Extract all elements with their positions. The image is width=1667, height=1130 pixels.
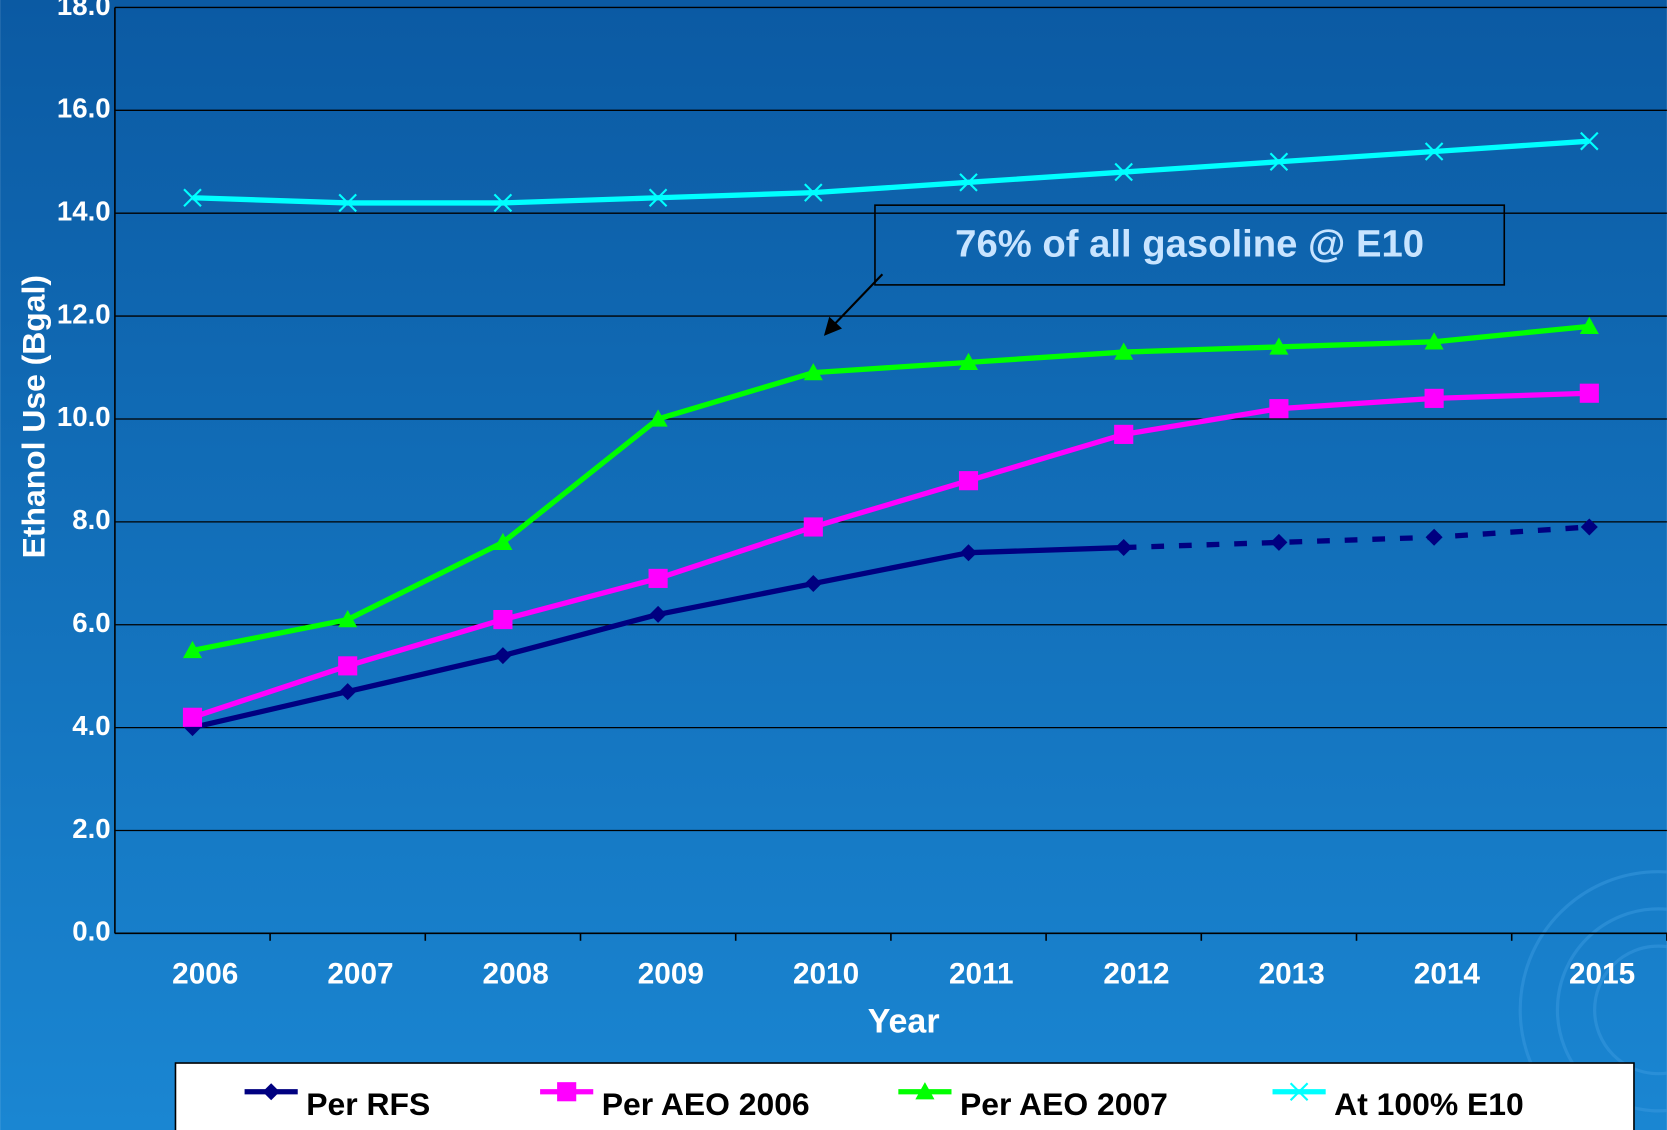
decoration — [1518, 870, 1667, 1130]
marker — [493, 532, 513, 551]
y-tick-label: 10.0 — [57, 401, 111, 432]
y-tick-label: 18.0 — [57, 0, 111, 21]
marker — [1114, 424, 1134, 444]
annotation-arrow — [823, 273, 884, 336]
marker — [804, 183, 823, 202]
y-tick-label: 4.0 — [72, 710, 110, 741]
marker — [182, 707, 203, 727]
series-line — [191, 390, 1590, 720]
legend — [174, 1062, 1635, 1130]
legend-label: At 100% E10 — [1334, 1086, 1524, 1122]
legend-label: Per AEO 2007 — [960, 1086, 1168, 1122]
series-line — [1123, 524, 1590, 551]
y-tick-label: 8.0 — [72, 504, 110, 535]
marker — [338, 193, 357, 213]
marker — [648, 568, 668, 588]
y-tick-label: 12.0 — [57, 298, 111, 329]
x-tick-label: 2006 — [172, 958, 238, 991]
y-axis-label: Ethanol Use (Bgal) — [16, 275, 52, 558]
marker — [959, 173, 978, 192]
marker — [1269, 152, 1289, 172]
marker — [803, 363, 823, 381]
marker — [960, 544, 978, 562]
marker — [958, 471, 979, 491]
legend-label: Per AEO 2006 — [602, 1086, 810, 1122]
y-tick-label: 16.0 — [57, 93, 111, 124]
marker — [649, 605, 667, 623]
marker — [915, 1082, 935, 1100]
x-tick-label: 2015 — [1569, 958, 1635, 991]
marker — [183, 188, 202, 208]
y-tick-label: 2.0 — [72, 813, 110, 844]
marker — [182, 640, 203, 659]
marker — [494, 647, 512, 665]
legend-label: Per RFS — [306, 1086, 430, 1122]
x-tick-label: 2012 — [1103, 958, 1169, 991]
x-tick-label: 2010 — [793, 958, 859, 991]
marker — [1580, 131, 1599, 151]
marker — [1289, 1082, 1309, 1101]
x-tick-label: 2009 — [638, 958, 704, 991]
series-line — [191, 323, 1590, 654]
marker — [557, 1082, 577, 1102]
marker — [1114, 162, 1133, 182]
x-axis-label: Year — [868, 1003, 940, 1041]
marker — [338, 656, 358, 676]
marker — [1425, 528, 1443, 546]
marker — [804, 575, 822, 593]
marker — [1579, 316, 1599, 335]
marker — [338, 609, 358, 628]
marker — [1424, 142, 1444, 161]
marker — [1269, 399, 1289, 419]
marker — [1424, 332, 1444, 350]
marker — [803, 517, 823, 537]
marker — [958, 352, 979, 371]
marker — [648, 409, 668, 427]
x-tick-label: 2011 — [949, 958, 1014, 991]
y-tick-label: 14.0 — [57, 195, 111, 226]
marker — [1114, 342, 1134, 360]
annotation-box — [874, 204, 1506, 286]
marker — [493, 193, 513, 213]
annotation: 76% of all gasoline @ E10 — [955, 223, 1424, 266]
series-line — [192, 138, 1590, 206]
x-tick-label: 2013 — [1259, 958, 1325, 991]
x-tick-label: 2008 — [483, 958, 549, 991]
marker — [493, 609, 513, 630]
y-tick-label: 6.0 — [72, 607, 110, 638]
marker — [648, 188, 668, 208]
marker — [1424, 388, 1444, 408]
marker — [1579, 383, 1599, 403]
x-tick-label: 2014 — [1414, 958, 1481, 991]
marker — [1115, 539, 1133, 557]
x-tick-label: 2007 — [327, 958, 393, 991]
y-tick-label: 0.0 — [72, 916, 110, 947]
marker — [1269, 337, 1289, 355]
